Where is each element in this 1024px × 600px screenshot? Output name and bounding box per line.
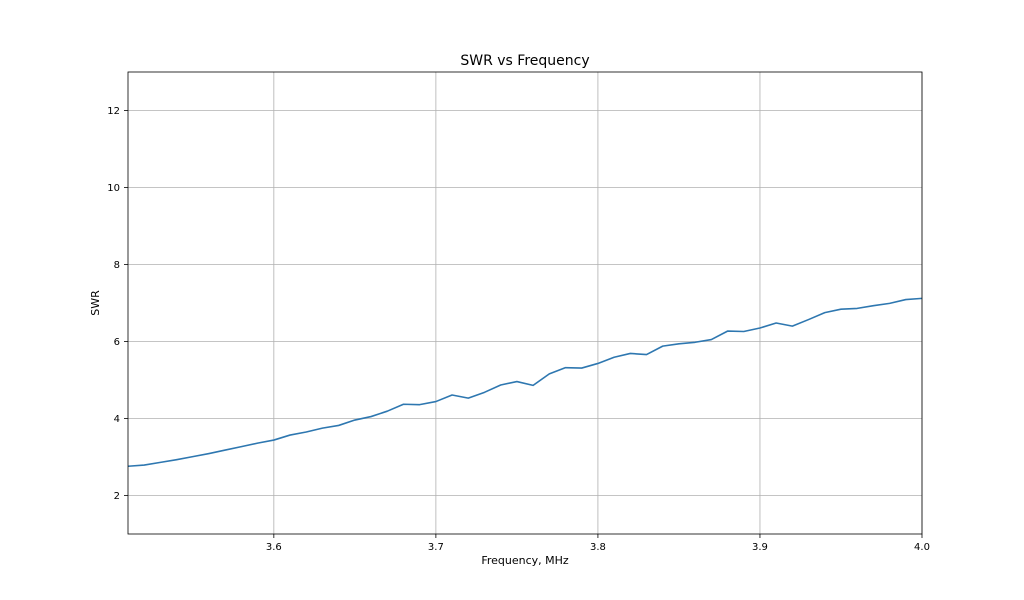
y-tick-label: 4 [114,414,120,425]
y-axis-label: SWR [89,290,102,316]
x-tick-label: 3.7 [428,542,444,553]
x-tick-label: 3.8 [590,542,606,553]
y-tick-label: 6 [114,337,120,348]
plot-frame [127,71,923,535]
y-tick-label: 10 [107,183,120,194]
x-tick-label: 3.6 [266,542,282,553]
x-tick-label: 4.0 [914,542,930,553]
swr-series-line [127,297,923,468]
y-tick-label: 8 [114,260,120,271]
y-tick-label: 12 [107,106,120,117]
chart-title: SWR vs Frequency [460,53,589,69]
plot-lines [127,297,923,468]
axis-ticks: 3.6 3.7 3.8 3.9 4.0 2 4 6 8 10 12 [107,106,930,553]
y-tick-label: 2 [114,491,120,502]
x-tick-label: 3.9 [752,542,768,553]
x-axis-label: Frequency, MHz [481,554,569,567]
grid [128,72,923,534]
